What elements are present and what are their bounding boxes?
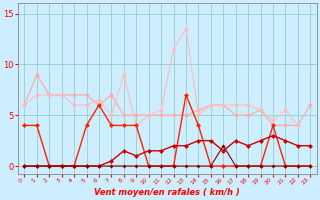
X-axis label: Vent moyen/en rafales ( km/h ): Vent moyen/en rafales ( km/h )	[94, 188, 240, 197]
